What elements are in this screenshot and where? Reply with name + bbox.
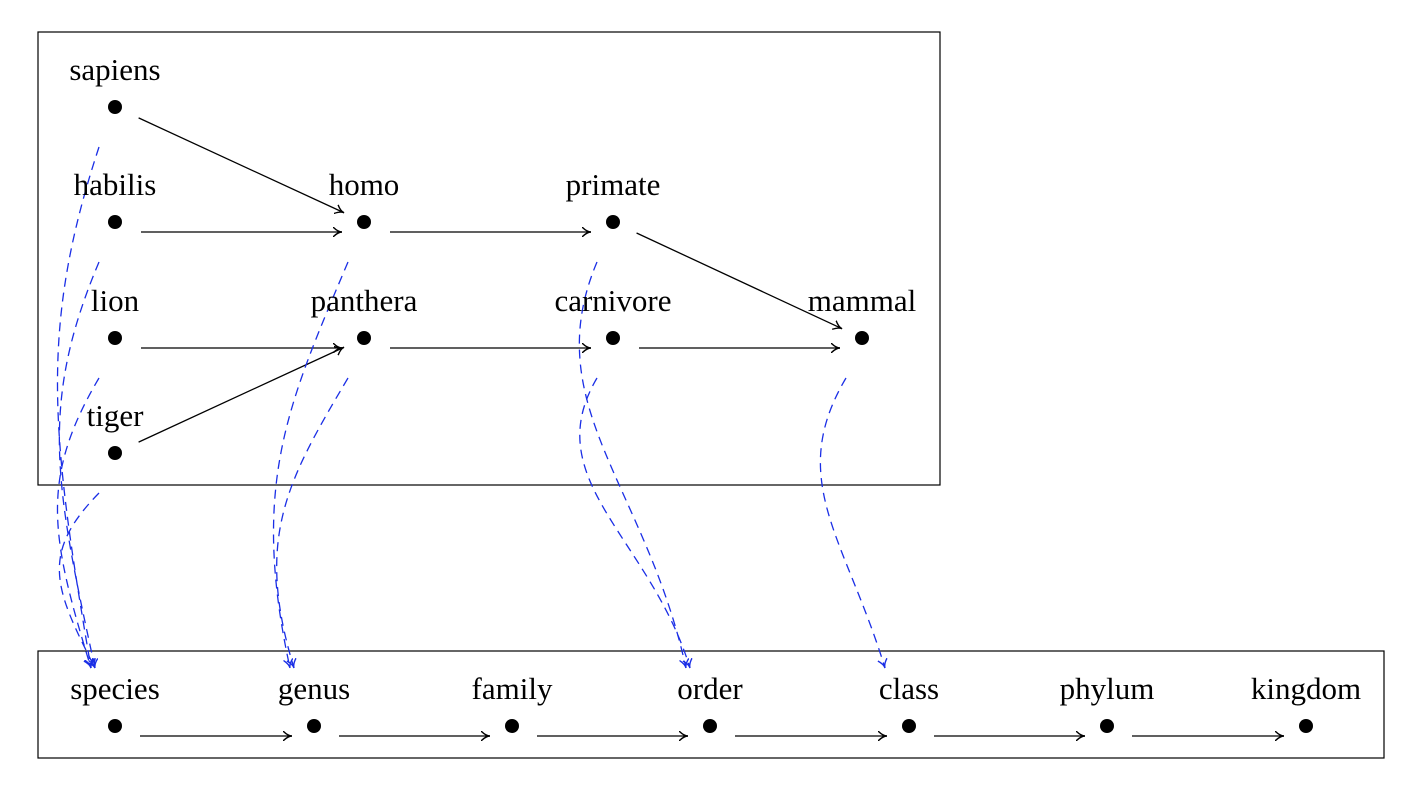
edge [636, 232, 842, 329]
mapping-edge [58, 261, 100, 668]
node-dot [357, 215, 371, 229]
node-label: mammal [808, 283, 916, 318]
node-dot [108, 331, 122, 345]
node-label: order [677, 671, 743, 706]
node-dot [108, 100, 122, 114]
mapping-edge [276, 377, 349, 668]
node-dot [855, 331, 869, 345]
node-dot [108, 215, 122, 229]
node-dot [505, 719, 519, 733]
node-dot [606, 331, 620, 345]
mapping-edge [58, 492, 100, 668]
mapping-edge [272, 261, 349, 668]
node-label: lion [91, 283, 140, 318]
node-label: genus [278, 671, 350, 706]
mapping-edge [56, 377, 100, 668]
node-label: phylum [1060, 671, 1155, 706]
node-label: tiger [87, 398, 144, 433]
mapping-edge [579, 377, 690, 668]
node-dot [1299, 719, 1313, 733]
node-dot [902, 719, 916, 733]
node-dot [307, 719, 321, 733]
edge [138, 117, 344, 213]
node-label: family [472, 671, 553, 706]
node-label: class [879, 671, 939, 706]
node-label: homo [329, 167, 400, 202]
node-dot [1100, 719, 1114, 733]
node-dot [357, 331, 371, 345]
node-dot [606, 215, 620, 229]
node-dot [108, 446, 122, 460]
mapping-edge [578, 261, 686, 668]
node-label: kingdom [1251, 671, 1361, 706]
node-dot [703, 719, 717, 733]
node-label: sapiens [69, 52, 160, 87]
node-label: carnivore [554, 283, 671, 318]
edge [138, 347, 344, 443]
bottom-frame [37, 650, 1385, 759]
mapping-edge [819, 377, 885, 668]
node-dot [108, 719, 122, 733]
node-label: species [70, 671, 160, 706]
node-label: primate [566, 167, 661, 202]
top-frame [37, 31, 941, 486]
node-label: panthera [311, 283, 418, 318]
node-label: habilis [74, 167, 157, 202]
